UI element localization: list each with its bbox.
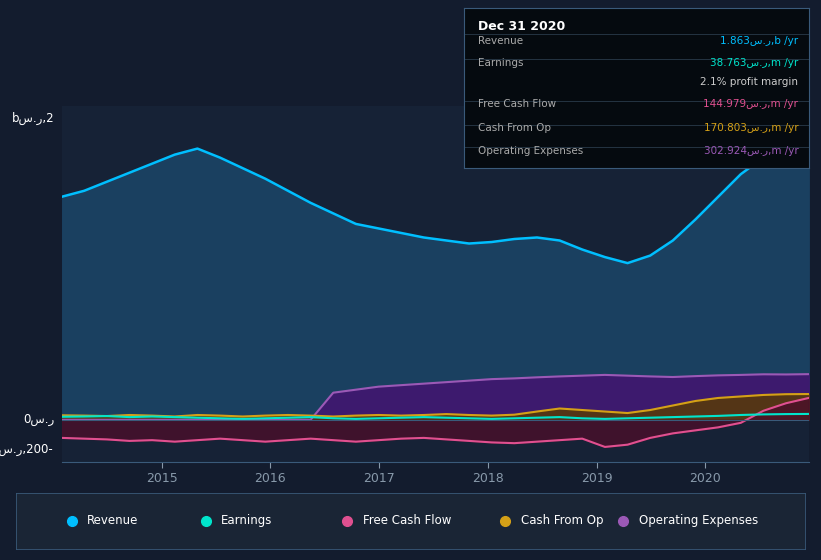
Text: bس.ر,2: bس.ر,2: [11, 112, 54, 125]
Text: 144.979س.ر,m /yr: 144.979س.ر,m /yr: [704, 99, 798, 109]
Text: 1.863س.ر,b /yr: 1.863س.ر,b /yr: [720, 35, 798, 45]
Text: Earnings: Earnings: [478, 58, 523, 68]
Text: mس.ر,200-: mس.ر,200-: [0, 444, 54, 456]
Text: 170.803س.ر,m /yr: 170.803س.ر,m /yr: [704, 123, 798, 133]
Text: Operating Expenses: Operating Expenses: [639, 514, 759, 528]
Text: Cash From Op: Cash From Op: [478, 123, 551, 133]
Text: 302.924س.ر,m /yr: 302.924س.ر,m /yr: [704, 146, 798, 156]
Text: 38.763س.ر,m /yr: 38.763س.ر,m /yr: [710, 58, 798, 68]
Text: Free Cash Flow: Free Cash Flow: [363, 514, 452, 528]
Text: Cash From Op: Cash From Op: [521, 514, 603, 528]
Text: 2.1% profit margin: 2.1% profit margin: [700, 77, 798, 87]
Text: 0س.ر: 0س.ر: [23, 413, 54, 426]
Text: Dec 31 2020: Dec 31 2020: [478, 20, 565, 32]
Text: Free Cash Flow: Free Cash Flow: [478, 99, 556, 109]
Text: Revenue: Revenue: [87, 514, 139, 528]
Text: Revenue: Revenue: [478, 35, 523, 45]
Text: Earnings: Earnings: [222, 514, 273, 528]
Text: Operating Expenses: Operating Expenses: [478, 146, 583, 156]
